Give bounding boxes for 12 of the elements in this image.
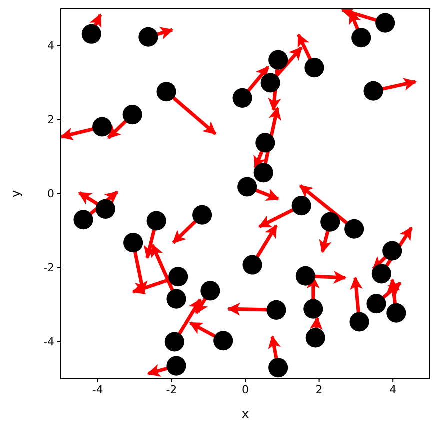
- y-tick-label: -4: [44, 336, 54, 349]
- x-tick-label: 0: [242, 383, 249, 396]
- x-tick-label: 4: [390, 383, 397, 396]
- x-tick-label: -2: [166, 383, 178, 396]
- y-axis-title: y: [9, 190, 23, 198]
- y-tick-label: -2: [44, 262, 54, 275]
- x-tick-label: -4: [92, 383, 104, 396]
- y-tick-label: 0: [48, 188, 54, 201]
- x-tick-label: 2: [316, 383, 323, 396]
- y-tick-label: 2: [48, 114, 54, 127]
- y-tick-label: 4: [48, 40, 54, 53]
- x-axis-title: x: [242, 407, 250, 421]
